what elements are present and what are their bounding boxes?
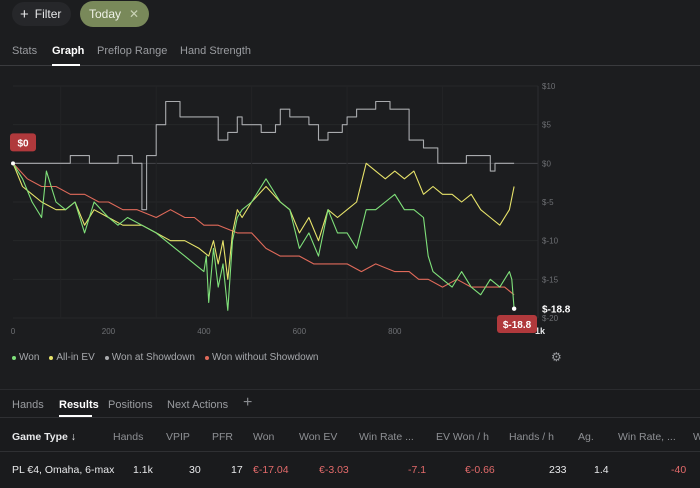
cell-win-rate-2: -40 [671,464,687,476]
legend-item-all-in-ev[interactable]: All-in EV [49,352,95,363]
legend-dot [104,355,109,360]
col-vpip[interactable]: VPIP [166,431,190,443]
results-panel: Hands Results Positions Next Actions + G… [0,389,700,488]
graph-grid [13,85,539,319]
cell-pfr: 17 [231,464,243,476]
series-line-won-without-showdown [12,162,515,296]
tab-stats[interactable]: Stats [12,45,38,57]
start-value-badge [10,133,36,152]
legend-item-won-at-showdown[interactable]: Won at Showdown [104,352,195,363]
legend-label: All-in EV [56,352,95,363]
legend-item-won[interactable]: Won [12,352,39,363]
legend-dot [49,355,54,360]
col-w[interactable]: W [693,431,700,443]
col-won[interactable]: Won [253,431,275,443]
series-line-all-in-ev [12,162,515,280]
legend-label: Won without Showdown [211,352,319,363]
tab-results[interactable]: Results [59,399,99,411]
active-tab-indicator [59,415,92,417]
graph-series [12,100,515,311]
x-tick-label: 400 [197,327,211,336]
cell-aggression: 1.4 [594,464,609,476]
x-tick-label: 600 [293,327,307,336]
col-game-type[interactable]: Game Type ↓ [12,431,76,443]
col-win-rate[interactable]: Win Rate ... [359,431,414,443]
legend-dot [204,355,209,360]
tab-hands[interactable]: Hands [12,399,44,411]
start-point [11,161,15,166]
today-label: Today [89,7,122,21]
active-tab-indicator [52,64,80,66]
y-tick-label: $-20 [542,314,559,323]
results-graph[interactable]: $10 $5 $0 $-5 $-10 $-15 $-20 0 200 400 600 800 1k $0… [0,72,700,342]
cell-ev-won-per-hour: €-0.66 [465,464,495,476]
legend-label: Won at Showdown [111,352,195,363]
col-hands[interactable]: Hands [113,431,144,443]
graph-markers: $0 $-18.8 $-18.8 [10,133,571,333]
tab-preflop-range[interactable]: Preflop Range [97,45,168,57]
x-tick-label-last: 1k [535,326,546,336]
y-tick-label: $-15 [542,275,559,284]
y-tick-label: $0 [542,159,551,168]
add-tab-plus-icon[interactable]: + [243,394,253,411]
tab-graph[interactable]: Graph [52,45,85,57]
col-hands-per-hour[interactable]: Hands / h [509,431,554,443]
cell-won-ev: €-3.03 [319,464,349,476]
plus-icon: + [20,5,29,23]
end-value-badge [497,315,537,333]
legend-item-won-without-showdown[interactable]: Won without Showdown [204,352,319,363]
col-ev-won-per-hour[interactable]: EV Won / h [436,431,489,443]
end-value-label: $-18.8 [542,305,571,316]
graph-svg: $10 $5 $0 $-5 $-10 $-15 $-20 0 200 400 600 800 1k $0… [10,82,571,336]
cell-hands: 1.1k [133,464,153,476]
y-tick-label: $10 [542,82,556,91]
legend-dot [12,355,16,360]
close-icon[interactable]: ✕ [129,7,140,21]
cell-vpip: 30 [189,464,201,476]
series-line-won-at-showdown [13,100,515,211]
col-won-ev[interactable]: Won EV [299,431,338,443]
cell-hands-per-hour: 233 [549,464,567,476]
legend-label: Won [19,352,40,363]
x-tick-label: 200 [102,327,116,336]
filter-label: Filter [34,7,62,21]
end-point [511,306,517,311]
results-tabs: Hands Results Positions Next Actions + [0,390,700,418]
cell-game-type: PL €4, Omaha, 6-max [12,464,115,476]
tab-hand-strength[interactable]: Hand Strength [180,45,251,57]
cell-win-rate: -7.1 [408,464,427,476]
tab-positions[interactable]: Positions [108,399,153,411]
y-tick-label: $-10 [542,237,559,246]
gear-icon[interactable]: ⚙ [551,350,562,364]
table-header: Game Type ↓ Hands VPIP PFR Won Won EV Wi… [0,422,700,452]
series-line-won [12,163,515,311]
graph-legend: Won All-in EV Won at Showdown Won withou… [12,352,319,363]
top-toolbar: + Filter Today ✕ [0,0,700,30]
filter-button[interactable]: + Filter [12,2,72,26]
x-tick-label: 0 [11,327,16,336]
report-tabs: Stats Graph Preflop Range Hand Strength [0,40,700,66]
y-tick-label: $-5 [542,198,554,207]
col-win-rate-2[interactable]: Win Rate, ... [618,431,676,443]
col-aggression[interactable]: Ag. [578,431,594,443]
tab-next-actions[interactable]: Next Actions [167,399,229,411]
end-value-badge-label: $-18.8 [503,320,532,331]
start-value-label: $0 [17,138,29,149]
x-tick-label: 800 [388,327,402,336]
cell-won: €-17.04 [253,464,289,476]
table-row[interactable]: PL €4, Omaha, 6-max 1.1k 30 17 €-17.04 €… [0,456,700,484]
graph-axes: $10 $5 $0 $-5 $-10 $-15 $-20 0 200 400 600 800 1k [11,82,559,336]
y-tick-label: $5 [542,121,551,130]
col-pfr[interactable]: PFR [212,431,233,443]
today-filter-chip[interactable]: Today ✕ [80,1,150,27]
